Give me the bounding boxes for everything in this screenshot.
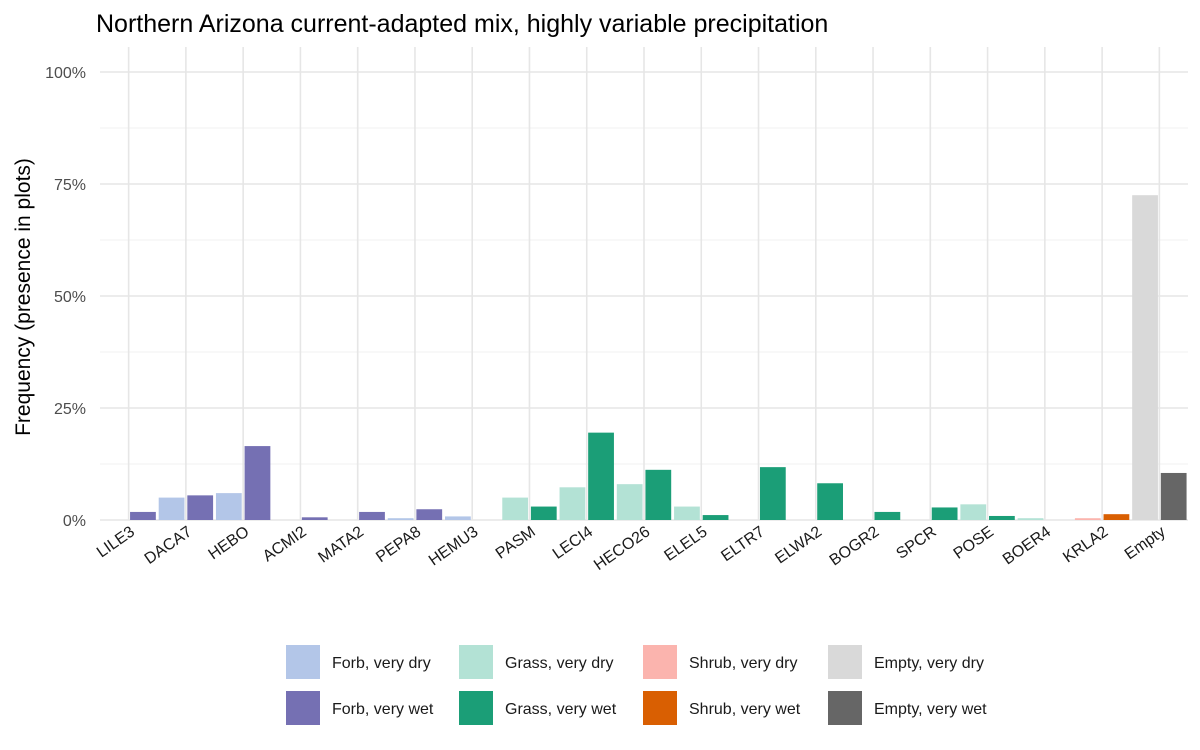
y-axis-ticks: 0% 25% 50% 75% 100% (45, 65, 86, 530)
x-tick-label: PEPA8 (373, 523, 424, 566)
x-tick-label: Empty (1122, 523, 1169, 563)
x-tick-label: POSE (951, 523, 997, 562)
bar-pasm-very-wet (530, 506, 557, 520)
chart-title: Northern Arizona current-adapted mix, hi… (96, 10, 828, 38)
bar-krla2-very-wet (1103, 514, 1130, 520)
bar-leci4-very-dry (559, 487, 586, 520)
y-tick-label: 0% (63, 513, 86, 530)
x-tick-label: MATA2 (315, 523, 367, 566)
bar-lile3-very-wet (130, 511, 156, 520)
legend-label: Empty, very wet (874, 701, 987, 718)
x-tick-label: BOGR2 (827, 523, 883, 569)
x-tick-label: LILE3 (94, 523, 138, 561)
x-tick-label: ELTR7 (718, 523, 768, 565)
x-tick-label: DACA7 (142, 523, 196, 568)
legend-swatch (286, 691, 320, 725)
y-tick-label: 100% (45, 65, 86, 82)
bar-hebo-very-dry (215, 493, 242, 520)
legend-swatch (828, 691, 862, 725)
bar-eltr7-very-wet (759, 467, 786, 520)
x-tick-label: LECI4 (550, 523, 596, 562)
y-tick-label: 75% (54, 177, 86, 194)
gridlines (100, 47, 1188, 521)
bar-spcr-very-wet (931, 507, 958, 520)
legend-label: Grass, very dry (505, 655, 613, 672)
bar-daca7-very-wet (187, 495, 214, 520)
legend-label: Forb, very wet (332, 701, 434, 718)
legend-label: Shrub, very dry (689, 655, 797, 672)
x-tick-label: HEBO (206, 523, 253, 563)
bar-leci4-very-wet (588, 432, 614, 520)
bar-krla2-very-dry (1074, 518, 1101, 520)
legend-swatch (459, 691, 493, 725)
bar-empty-very-wet (1160, 472, 1187, 520)
bar-pose-very-dry (960, 504, 987, 520)
bar-elel5-very-dry (674, 506, 700, 520)
x-tick-label: SPCR (893, 523, 939, 562)
legend-label: Grass, very wet (505, 701, 617, 718)
x-tick-label: PASM (493, 523, 539, 562)
bar-bogr2-very-wet (874, 511, 901, 520)
x-tick-label: KRLA2 (1060, 523, 1111, 566)
legend-label: Forb, very dry (332, 655, 431, 672)
y-tick-label: 25% (54, 401, 86, 418)
x-tick-label: BOER4 (1000, 523, 1054, 568)
x-tick-label: ELEL5 (661, 523, 710, 565)
x-tick-label: HEMU3 (426, 523, 482, 569)
x-tick-label: HECO26 (591, 523, 653, 574)
bar-heco26-very-wet (645, 469, 672, 520)
x-tick-label: ACMI2 (260, 523, 310, 565)
legend-swatch (643, 691, 677, 725)
y-tick-label: 50% (54, 289, 86, 306)
bars (130, 195, 1187, 520)
legend: Forb, very dry Forb, very wet Grass, very … (286, 645, 987, 725)
bar-hemu3-very-dry (445, 516, 471, 520)
legend-swatch (828, 645, 862, 679)
bar-pepa8-very-wet (416, 509, 443, 520)
bar-pasm-very-dry (502, 497, 529, 520)
legend-swatch (286, 645, 320, 679)
legend-label: Shrub, very wet (689, 701, 801, 718)
legend-swatch (459, 645, 493, 679)
bar-boer4-very-dry (1017, 518, 1044, 520)
legend-swatch (643, 645, 677, 679)
bar-empty-very-dry (1132, 195, 1158, 520)
x-tick-label: ELWA2 (772, 523, 825, 567)
legend-label: Empty, very dry (874, 655, 984, 672)
bar-heco26-very-dry (616, 484, 643, 520)
bar-mata2-very-wet (359, 511, 385, 520)
bar-elel5-very-wet (702, 515, 729, 520)
bar-pepa8-very-dry (387, 518, 414, 520)
bar-acmi2-very-wet (301, 517, 328, 520)
bar-hebo-very-wet (244, 446, 271, 520)
bar-elwa2-very-wet (817, 483, 843, 520)
bar-daca7-very-dry (158, 497, 185, 520)
x-axis-ticks: LILE3 DACA7 HEBO ACMI2 MATA2 PEPA8 HEMU3 PASM LE… (94, 523, 1169, 574)
bar-pose-very-wet (989, 515, 1015, 520)
y-axis-label: Frequency (presence in plots) (12, 158, 35, 436)
